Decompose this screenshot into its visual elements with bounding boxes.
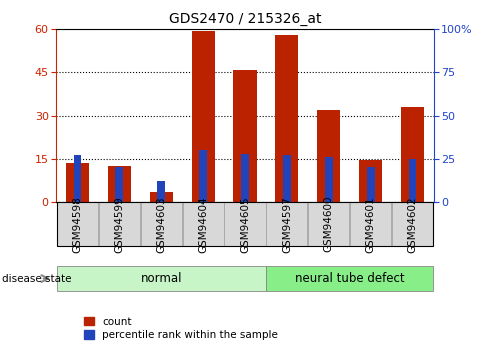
Text: disease state: disease state <box>2 274 72 284</box>
FancyBboxPatch shape <box>183 202 223 246</box>
FancyBboxPatch shape <box>141 202 182 246</box>
Bar <box>199 150 207 202</box>
Bar <box>359 160 382 202</box>
FancyBboxPatch shape <box>350 202 392 246</box>
Bar <box>233 70 257 202</box>
Bar <box>275 35 298 202</box>
Text: GSM94605: GSM94605 <box>240 196 250 253</box>
Text: GSM94601: GSM94601 <box>366 196 376 253</box>
FancyBboxPatch shape <box>57 266 266 291</box>
Bar <box>318 110 341 202</box>
Legend: count, percentile rank within the sample: count, percentile rank within the sample <box>84 317 278 340</box>
Bar <box>401 107 424 202</box>
Text: GSM94597: GSM94597 <box>282 196 292 253</box>
Bar <box>108 166 131 202</box>
Text: GSM94604: GSM94604 <box>198 196 208 253</box>
Bar <box>367 167 374 202</box>
FancyBboxPatch shape <box>98 202 140 246</box>
FancyBboxPatch shape <box>224 202 266 246</box>
FancyBboxPatch shape <box>392 202 433 246</box>
Bar <box>149 192 172 202</box>
Text: GSM94599: GSM94599 <box>114 196 124 253</box>
FancyBboxPatch shape <box>308 202 349 246</box>
Bar <box>283 155 291 202</box>
FancyBboxPatch shape <box>267 202 307 246</box>
Bar <box>409 159 416 202</box>
Text: GSM94600: GSM94600 <box>324 196 334 253</box>
Bar <box>192 31 215 202</box>
FancyBboxPatch shape <box>267 266 433 291</box>
Text: neural tube defect: neural tube defect <box>295 272 405 285</box>
Text: GSM94603: GSM94603 <box>156 196 166 253</box>
Bar <box>74 155 81 202</box>
Bar <box>116 167 123 202</box>
Bar <box>157 181 165 202</box>
Text: normal: normal <box>141 272 182 285</box>
FancyBboxPatch shape <box>57 202 98 246</box>
Text: GSM94598: GSM94598 <box>73 196 82 253</box>
Bar <box>66 163 89 202</box>
Text: GDS2470 / 215326_at: GDS2470 / 215326_at <box>169 12 321 26</box>
Text: GSM94602: GSM94602 <box>408 196 417 253</box>
Bar <box>325 157 333 202</box>
Bar <box>241 154 249 202</box>
